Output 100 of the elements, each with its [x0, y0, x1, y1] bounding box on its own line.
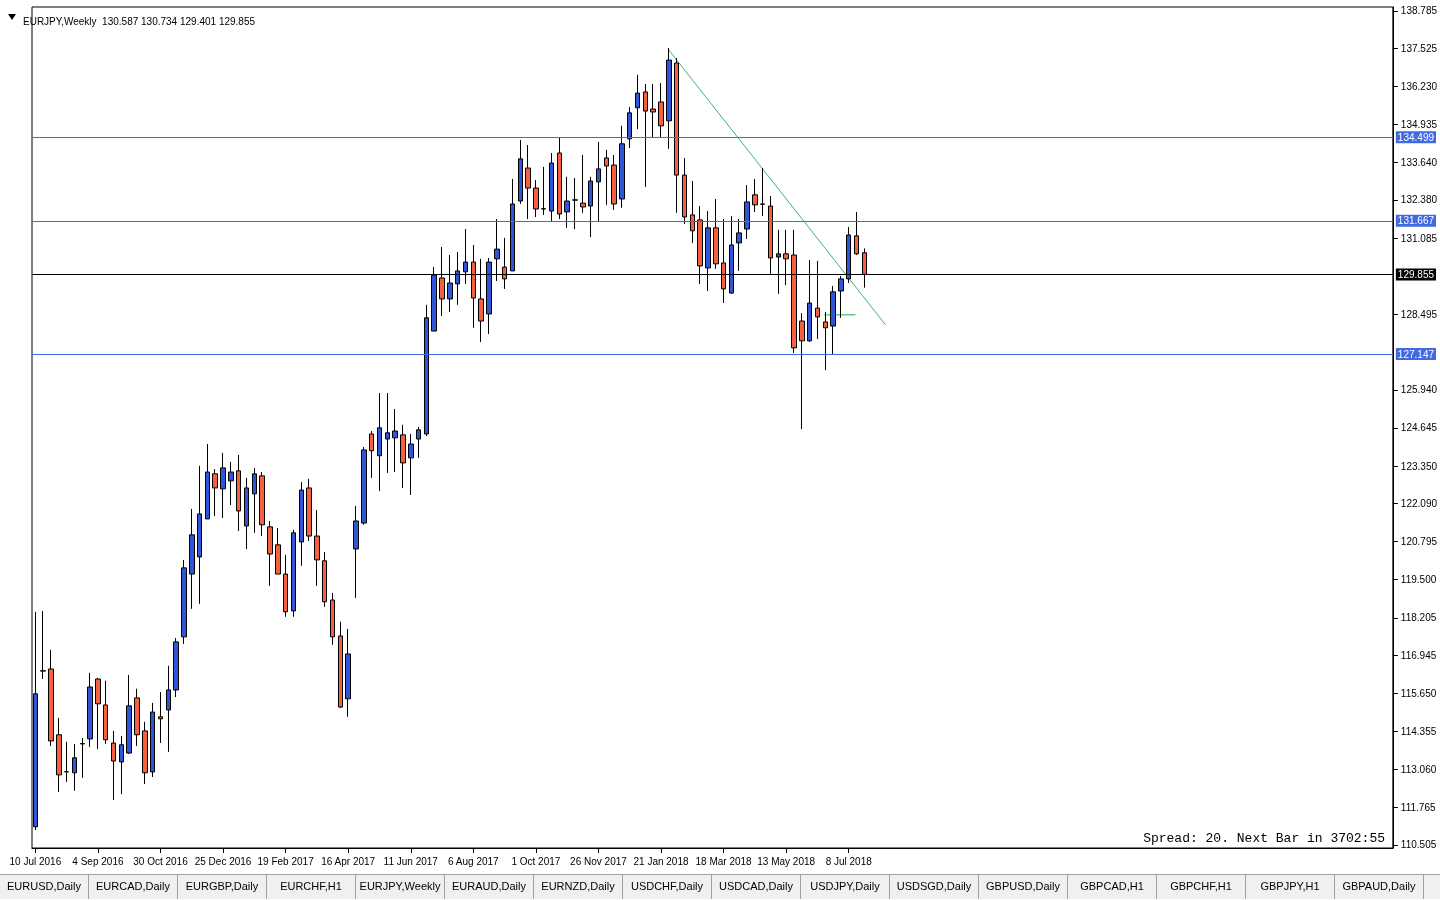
- candlestick: [369, 430, 374, 479]
- y-tick-label: 124.645: [1400, 422, 1438, 434]
- candlestick: [541, 166, 546, 216]
- candlestick: [385, 392, 390, 474]
- candlestick: [345, 628, 351, 718]
- candlestick: [424, 304, 429, 437]
- y-tick-label: 136.230: [1400, 80, 1438, 92]
- x-tick-label: 19 Feb 2017: [257, 855, 315, 867]
- candlestick: [408, 433, 414, 496]
- candlestick: [611, 154, 617, 211]
- candlestick: [205, 443, 210, 520]
- candlestick: [627, 106, 632, 149]
- candlestick: [854, 211, 859, 256]
- candlestick: [236, 454, 241, 532]
- text: USDCHF,Daily: [623, 875, 712, 899]
- y-tick-label: 123.350: [1400, 460, 1438, 472]
- candlestick: [103, 680, 108, 745]
- candlestick: [564, 176, 570, 229]
- candlestick: [87, 672, 93, 748]
- candlestick: [299, 481, 304, 567]
- y-tick-label: 138.785: [1400, 5, 1438, 17]
- candlestick: [682, 157, 687, 225]
- candlestick: [322, 551, 327, 608]
- candlestick: [80, 737, 85, 779]
- candlestick: [353, 505, 359, 599]
- x-tick-label: 16 Apr 2017: [321, 855, 376, 867]
- candlestick: [658, 82, 664, 138]
- ref-line-label: 127.147: [1397, 348, 1435, 360]
- x-tick-label: 10 Jul 2016: [9, 855, 62, 867]
- candlestick: [736, 218, 742, 272]
- candlestick: [228, 461, 234, 506]
- candlestick: [338, 621, 343, 709]
- text: EURJPY,Weekly 130.587 130.734 129.401 129.855: [23, 15, 256, 27]
- candlestick: [291, 529, 296, 618]
- y-tick-label: 114.355: [1400, 725, 1437, 737]
- annotation: Spread: 20. Next Bar in 3702:55: [1143, 831, 1385, 846]
- text: USDSGD,Daily: [890, 875, 979, 899]
- candlestick: [197, 465, 202, 605]
- candlestick: [173, 637, 179, 698]
- y-tick-label: 131.085: [1400, 232, 1438, 244]
- y-tick-label: 115.650: [1400, 687, 1437, 699]
- candlestick: [557, 137, 562, 220]
- x-tick-label: 8 Jul 2018: [825, 855, 873, 867]
- candlestick: [635, 74, 640, 130]
- x-tick-label: 1 Oct 2017: [511, 855, 561, 867]
- x-tick-label: 18 Mar 2018: [695, 855, 753, 867]
- candlestick: [377, 392, 382, 492]
- candlestick: [220, 452, 226, 519]
- y-tick-label: 125.940: [1400, 384, 1438, 396]
- candlestick: [158, 691, 163, 744]
- text: GBPAUD,Daily: [1335, 875, 1424, 899]
- candlestick: [283, 554, 288, 618]
- candlestick: [189, 508, 195, 610]
- y-tick-label: 137.525: [1400, 42, 1438, 54]
- y-tick-label: 110.505: [1400, 839, 1437, 851]
- candlestick: [643, 83, 648, 188]
- candlestick: [72, 743, 77, 792]
- candlestick: [525, 144, 531, 220]
- candlestick: [166, 665, 171, 753]
- y-tick-label: 133.640: [1400, 157, 1438, 169]
- candlestick: [674, 57, 679, 214]
- candlestick: [244, 477, 249, 550]
- candlestick: [752, 178, 758, 213]
- candlestick: [252, 467, 257, 534]
- candlestick: [799, 312, 805, 430]
- candlestick: [40, 610, 46, 680]
- x-tick-label: 4 Sep 2016: [72, 855, 124, 867]
- x-tick-label: 6 Aug 2017: [448, 855, 500, 867]
- candlestick: [518, 139, 523, 205]
- y-tick-label: 132.380: [1400, 194, 1438, 206]
- y-tick-label: 128.495: [1400, 308, 1438, 320]
- text: GBPJPY,H1: [1246, 875, 1335, 899]
- candlestick: [510, 178, 515, 272]
- ref-line-label: 129.855: [1397, 268, 1435, 280]
- candlestick: [95, 677, 101, 750]
- text: GBPCAD,H1: [1068, 875, 1157, 899]
- candlestick: [392, 408, 398, 473]
- candlestick: [619, 125, 625, 209]
- candlestick: [666, 47, 672, 150]
- candlestick: [181, 559, 187, 645]
- text: EURCAD,Daily: [89, 875, 178, 899]
- text: EURAUD,Daily: [445, 875, 534, 899]
- candlestick: [604, 149, 609, 206]
- candlestick: [823, 311, 828, 371]
- candlestick: [306, 478, 312, 542]
- text: GBPUSD,Daily: [979, 875, 1068, 899]
- candlestick: [56, 717, 62, 793]
- candlestick: [400, 424, 406, 489]
- candlestick: [119, 735, 124, 795]
- candlestick: [259, 471, 265, 537]
- y-tick-label: 122.090: [1400, 497, 1438, 509]
- y-tick-label: 119.500: [1400, 574, 1437, 586]
- candlestick: [314, 509, 320, 587]
- candlestick: [48, 649, 54, 747]
- candlestick: [126, 674, 132, 755]
- candlestick: [111, 730, 116, 801]
- candlestick: [330, 592, 335, 646]
- y-tick-label: 113.060: [1400, 764, 1437, 776]
- ref-line-label: 134.499: [1397, 131, 1435, 143]
- text: EURGBP,Daily: [178, 875, 267, 899]
